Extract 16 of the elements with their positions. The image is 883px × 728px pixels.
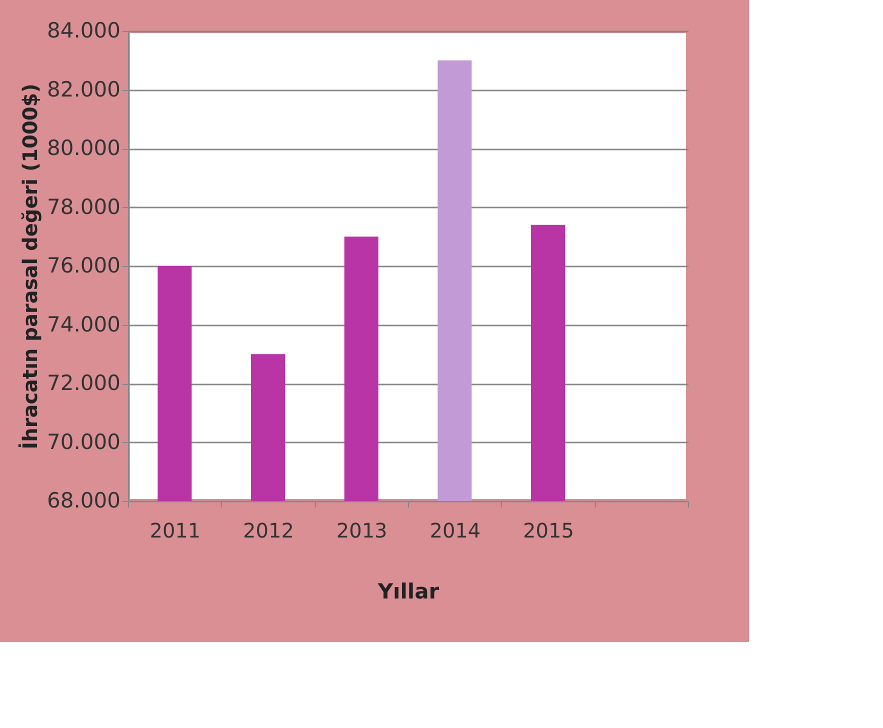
y-axis-title: İhracatın parasal değeri (1000$) [18,84,42,450]
x-tick-label: 2014 [430,518,481,542]
y-tick-label: 76.000 [47,254,120,278]
x-tick-label: 2015 [523,518,574,542]
y-tick-label: 68.000 [47,488,120,512]
x-tick-label: 2012 [243,518,294,542]
x-tick-label: 2013 [336,518,388,542]
y-tick-label: 72.000 [47,371,120,395]
y-tick-label: 84.000 [47,18,120,42]
y-tick-label: 74.000 [47,312,120,336]
y-tick-label: 78.000 [47,194,120,219]
y-tick-label: 82.000 [47,77,120,102]
y-tick-label: 70.000 [47,430,120,454]
x-axis-title: Yıllar [376,580,440,604]
x-tick-label: 2011 [150,518,201,542]
y-tick-label: 80.000 [47,136,120,160]
